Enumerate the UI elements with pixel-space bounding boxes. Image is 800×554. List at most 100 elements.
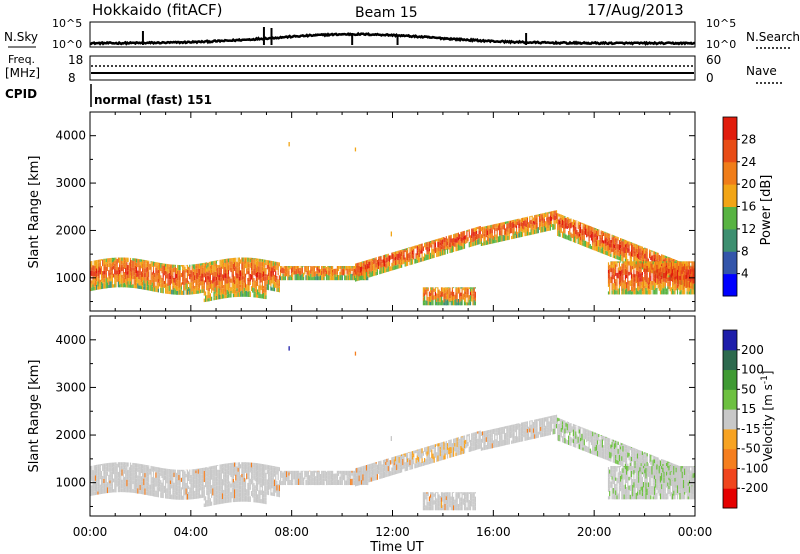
velocity-cell — [152, 489, 155, 493]
velocity-cell — [241, 480, 243, 486]
power-cell — [542, 227, 544, 233]
velocity-cell — [236, 466, 238, 472]
power-cell — [357, 262, 359, 269]
power-cell — [457, 237, 459, 241]
power-cell — [403, 250, 405, 255]
velocity-cell — [371, 466, 374, 470]
velocity-cell — [221, 483, 224, 490]
power-cell — [682, 275, 685, 280]
power-cell — [692, 283, 694, 287]
velocity-cell — [215, 490, 217, 495]
velocity-cell — [413, 453, 415, 458]
power-cell — [97, 259, 99, 264]
power-cell — [257, 258, 259, 261]
power-cell — [183, 285, 185, 291]
power-cell — [277, 283, 279, 289]
power-cell — [355, 278, 357, 282]
power-cell — [600, 231, 602, 235]
velocity-cell — [119, 462, 121, 466]
power-cell — [367, 270, 369, 277]
velocity-cell — [232, 482, 234, 488]
power-cell — [290, 266, 293, 269]
power-cell — [477, 239, 479, 245]
velocity-cell — [300, 479, 302, 485]
velocity-cell — [339, 470, 341, 474]
power-cell — [438, 301, 440, 306]
velocity-cell — [230, 492, 232, 496]
power-cell — [426, 291, 428, 297]
power-cell — [415, 253, 417, 259]
velocity-cell — [434, 444, 436, 447]
power-cell — [653, 281, 656, 287]
velocity-cell — [227, 463, 230, 467]
power-cell — [473, 236, 475, 242]
power-cell — [240, 280, 242, 285]
velocity-cell — [288, 475, 290, 482]
power-cell — [424, 296, 426, 303]
velocity-cell — [220, 471, 222, 478]
power-cell — [254, 280, 256, 284]
power-cell — [687, 291, 689, 295]
power-cell — [633, 246, 635, 251]
velocity-cell — [152, 466, 155, 471]
power-cell — [155, 267, 157, 273]
velocity-cell — [246, 464, 248, 470]
power-cell — [332, 269, 334, 273]
power-cell — [127, 265, 129, 271]
velocity-cell — [249, 478, 251, 483]
power-cell — [626, 261, 628, 267]
velocity-cell — [357, 477, 359, 482]
velocity-cell — [96, 473, 98, 479]
power-cell — [215, 260, 217, 264]
power-cell — [676, 264, 679, 270]
power-cell — [448, 288, 450, 295]
power-cell — [603, 249, 605, 255]
velocity-cell — [106, 487, 109, 494]
velocity-cell — [425, 447, 427, 449]
power-cell — [232, 282, 234, 289]
velocity-cell — [120, 462, 122, 466]
power-cell — [657, 261, 659, 266]
velocity-cell — [370, 474, 372, 478]
power-cell — [490, 238, 492, 244]
power-cell — [661, 284, 663, 291]
power-cell — [620, 282, 622, 287]
velocity-cell — [260, 483, 262, 488]
power-cell — [219, 264, 221, 268]
velocity-cell — [241, 462, 243, 469]
power-cell — [255, 292, 257, 298]
velocity-cell — [223, 499, 225, 504]
power-cell — [528, 222, 530, 228]
velocity-cell — [446, 504, 449, 511]
power-cell — [545, 221, 547, 228]
velocity-cell — [96, 478, 98, 483]
velocity-cell — [443, 492, 445, 499]
power-cell — [265, 259, 267, 262]
velocity-cell — [223, 489, 225, 494]
power-cell — [146, 286, 149, 291]
power-cell — [633, 243, 635, 247]
power-cell — [255, 277, 257, 282]
velocity-cell — [434, 500, 436, 505]
power-cell — [623, 247, 625, 253]
velocity-cell — [220, 485, 222, 490]
power-cell — [266, 280, 268, 285]
power-cell — [626, 282, 628, 289]
velocity-cell — [163, 489, 165, 493]
power-cell — [419, 252, 421, 257]
power-cell — [288, 270, 290, 277]
power-cell — [687, 277, 689, 281]
velocity-cell — [445, 451, 447, 455]
power-cell — [259, 267, 261, 273]
power-cell — [615, 264, 617, 270]
velocity-cell — [159, 467, 161, 473]
power-cell — [215, 263, 217, 269]
power-cell — [518, 220, 520, 224]
power-cell — [428, 248, 430, 252]
power-cell — [492, 240, 495, 244]
velocity-cell — [110, 486, 112, 493]
power-cell — [186, 282, 188, 290]
power-cell — [604, 239, 606, 244]
power-cell — [514, 220, 516, 225]
power-cell — [455, 287, 457, 289]
